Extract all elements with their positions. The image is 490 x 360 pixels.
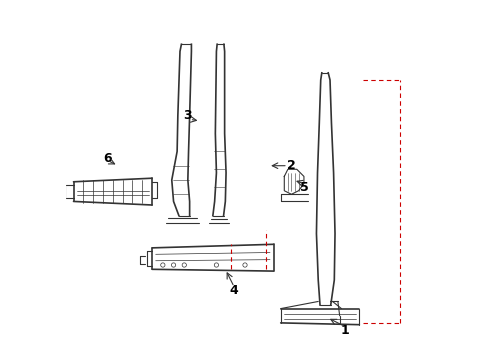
Text: 2: 2 [287, 159, 296, 172]
Text: 3: 3 [184, 109, 192, 122]
Text: 4: 4 [230, 284, 239, 297]
Text: 1: 1 [341, 324, 349, 337]
Text: 6: 6 [103, 152, 112, 165]
Text: 5: 5 [299, 181, 308, 194]
